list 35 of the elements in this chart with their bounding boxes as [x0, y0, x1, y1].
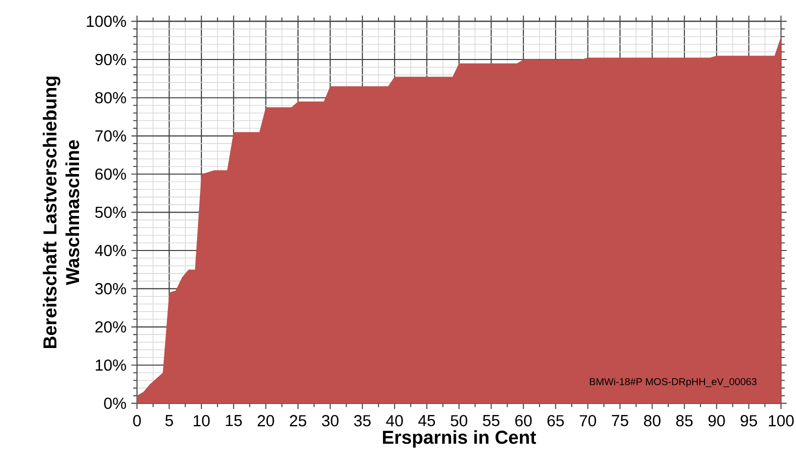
x-tick-label: 75	[612, 414, 628, 426]
x-tick-label: 45	[418, 414, 436, 426]
y-tick-label: 100%	[86, 16, 126, 27]
x-tick-label: 10	[194, 414, 210, 426]
x-tick-label: 95	[740, 414, 758, 426]
y-tick-label: 0%	[104, 398, 126, 409]
x-tick-label: 20	[258, 414, 274, 426]
y-tick-label: 20%	[95, 321, 126, 332]
x-tick-label: 25	[290, 414, 306, 426]
x-tick-label: 100	[768, 414, 794, 426]
x-tick-label: 50	[450, 414, 468, 426]
y-tick-label: 70%	[95, 130, 126, 142]
x-tick-label: 30	[322, 414, 338, 426]
y-tick-label: 50%	[95, 206, 126, 218]
annotation: BMWi-18#P MOS-DRpHH_eV_00063	[590, 378, 756, 387]
x-tick-label: 5	[165, 414, 173, 426]
y-tick-label: 30%	[95, 282, 126, 294]
x-tick-label: 0	[133, 414, 141, 426]
y-axis-title: Bereitschaft Lastverschiebung Waschmaschine	[42, 76, 80, 348]
x-tick-label: 65	[548, 414, 564, 426]
x-tick-label: 35	[354, 414, 371, 426]
y-tick-label: 60%	[95, 168, 126, 180]
y-tick-label: 10%	[96, 359, 126, 371]
x-tick-label: 40	[386, 414, 403, 426]
y-tick-label: 90%	[95, 54, 126, 66]
x-tick-label: 90	[708, 414, 725, 426]
y-tick-label: 80%	[95, 92, 126, 104]
x-tick-label: 15	[226, 414, 242, 426]
y-tick-label: 40%	[94, 244, 126, 256]
x-tick-label: 85	[676, 414, 693, 426]
x-tick-label: 70	[580, 414, 596, 426]
x-tick-label: 60	[515, 414, 532, 426]
x-axis-title: Ersparnis in Cent	[382, 430, 536, 448]
x-tick-label: 55	[482, 414, 500, 426]
x-tick-label: 80	[644, 414, 660, 426]
